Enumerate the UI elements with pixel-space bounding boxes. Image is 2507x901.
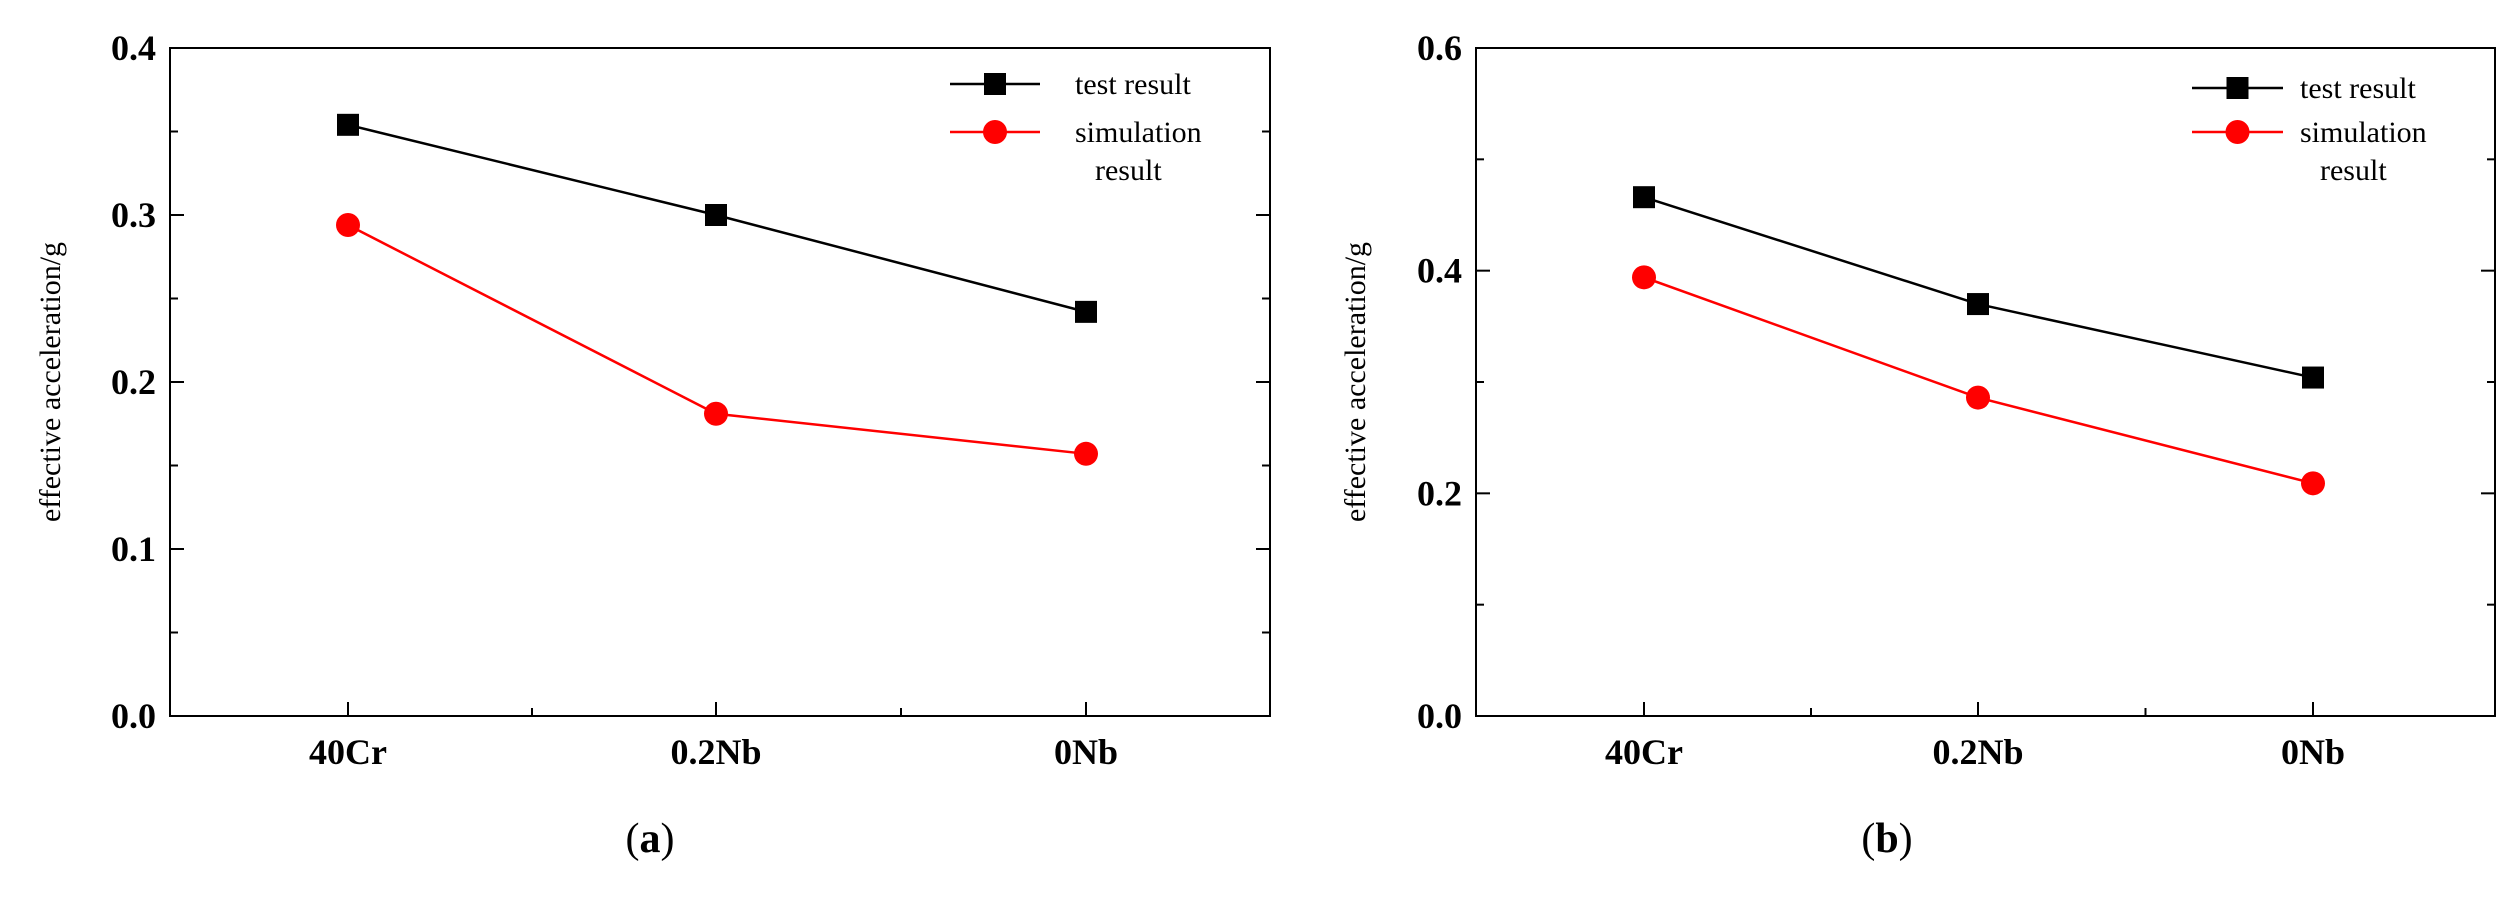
- legend-label-test-result: test result: [1075, 68, 1191, 101]
- y-tick-label: 0.1: [111, 529, 156, 569]
- y-tick-label: 0.0: [1417, 696, 1462, 736]
- data-point-square: [705, 204, 727, 226]
- y-tick-label: 0.4: [1417, 251, 1462, 291]
- x-tick-label: 0.2Nb: [1932, 732, 2023, 772]
- x-tick-label: 40Cr: [1605, 732, 1683, 772]
- y-tick-label: 0.4: [111, 28, 156, 68]
- data-point-circle: [336, 213, 360, 238]
- y-tick-label: 0.2: [1417, 473, 1462, 513]
- y-axis-label: effective acceleration/g: [34, 242, 67, 522]
- panel-caption-part: ): [661, 816, 675, 862]
- legend-marker-circle: [2225, 120, 2250, 144]
- data-point-square: [1633, 186, 1655, 209]
- data-point-circle: [1632, 265, 1656, 290]
- legend-label-simulation-result: simulation: [2300, 116, 2427, 149]
- x-tick-label: 40Cr: [309, 732, 387, 772]
- panel-caption-part: (: [1861, 816, 1875, 862]
- legend-marker-square: [2226, 77, 2249, 99]
- panel-caption-part: (: [626, 816, 640, 862]
- legend-label-simulation-result: simulation: [1075, 116, 1202, 149]
- x-tick-label: 0Nb: [2281, 732, 2345, 772]
- data-point-circle: [704, 401, 728, 426]
- series-line-test-result: [1643, 195, 2314, 379]
- panel-caption-part: a: [640, 816, 661, 862]
- data-point-circle: [1074, 441, 1098, 466]
- y-tick-label: 0.0: [111, 696, 156, 736]
- chart-panel-a: 0.0 0.1 0.2 0.3 0.4 40Cr 0.2Nb 0Nb effective acc…: [34, 28, 1271, 862]
- legend-marker-square: [984, 73, 1006, 95]
- y-tick-label: 0.3: [111, 195, 156, 235]
- x-tick-label: 0Nb: [1054, 732, 1118, 772]
- x-tick-label: 0.2Nb: [670, 732, 761, 772]
- y-tick-label: 0.6: [1417, 28, 1462, 68]
- legend-marker-circle: [983, 120, 1007, 144]
- y-axis-label: effective acceleration/g: [1339, 242, 1372, 522]
- data-point-circle: [1966, 385, 1990, 410]
- legend-label-simulation-result-line2: result: [2320, 154, 2387, 187]
- panel-caption-part: b: [1875, 816, 1898, 862]
- data-point-square: [2302, 366, 2324, 389]
- legend-label-test-result: test result: [2300, 72, 2416, 105]
- panel-caption-part: ): [1899, 816, 1913, 862]
- panel-caption: (b): [1861, 816, 1912, 862]
- legend-label-simulation-result-line2: result: [1095, 154, 1162, 187]
- data-point-square: [1967, 293, 1989, 316]
- data-point-square: [337, 113, 359, 136]
- data-point-square: [1075, 300, 1097, 323]
- y-tick-label: 0.2: [111, 362, 156, 402]
- chart-panel-b: 0.0 0.2 0.4 0.6 40Cr 0.2Nb 0Nb effective accele…: [1339, 28, 2496, 862]
- data-point-circle: [2301, 471, 2325, 496]
- panel-caption: (a): [626, 816, 675, 862]
